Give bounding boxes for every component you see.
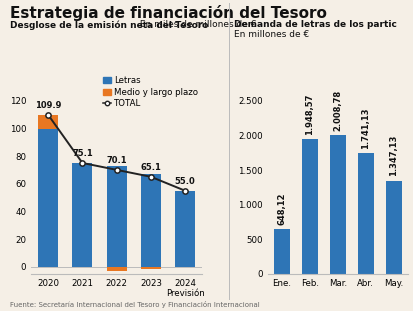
Bar [38, 128, 58, 267]
Bar [175, 191, 195, 267]
Text: Desglose de la emisión neta del Tesoro: Desglose de la emisión neta del Tesoro [10, 20, 208, 30]
Bar [141, 267, 161, 269]
Text: 1.741,13: 1.741,13 [361, 108, 369, 149]
Text: Estrategia de financiación del Tesoro: Estrategia de financiación del Tesoro [10, 5, 326, 21]
Bar [301, 139, 317, 274]
Bar [107, 166, 126, 267]
Bar [107, 267, 126, 271]
Text: 1.948,57: 1.948,57 [304, 94, 313, 135]
Bar [273, 229, 289, 274]
Legend: Letras, Medio y largo plazo, TOTAL: Letras, Medio y largo plazo, TOTAL [102, 77, 197, 108]
Bar [38, 115, 58, 128]
Text: 75.1: 75.1 [72, 149, 93, 158]
Text: 1.347,13: 1.347,13 [388, 135, 397, 176]
Text: 648,12: 648,12 [277, 192, 285, 225]
Bar [329, 135, 345, 274]
Text: 2.008,78: 2.008,78 [332, 90, 342, 131]
Bar [357, 153, 373, 274]
Bar [72, 163, 92, 267]
Bar [385, 181, 401, 274]
Text: 70.1: 70.1 [106, 156, 127, 165]
Text: 55.0: 55.0 [174, 177, 195, 186]
Text: Demanda de letras de los partic: Demanda de letras de los partic [233, 20, 396, 29]
Text: Fuente: Secretaría Internacional del Tesoro y Financiación Internacional: Fuente: Secretaría Internacional del Tes… [10, 301, 259, 308]
Bar [141, 174, 161, 267]
Text: En miles de millones de €: En miles de millones de € [136, 20, 256, 29]
Text: En millones de €: En millones de € [233, 30, 309, 39]
Text: 109.9: 109.9 [35, 101, 61, 110]
Text: 65.1: 65.1 [140, 163, 161, 172]
